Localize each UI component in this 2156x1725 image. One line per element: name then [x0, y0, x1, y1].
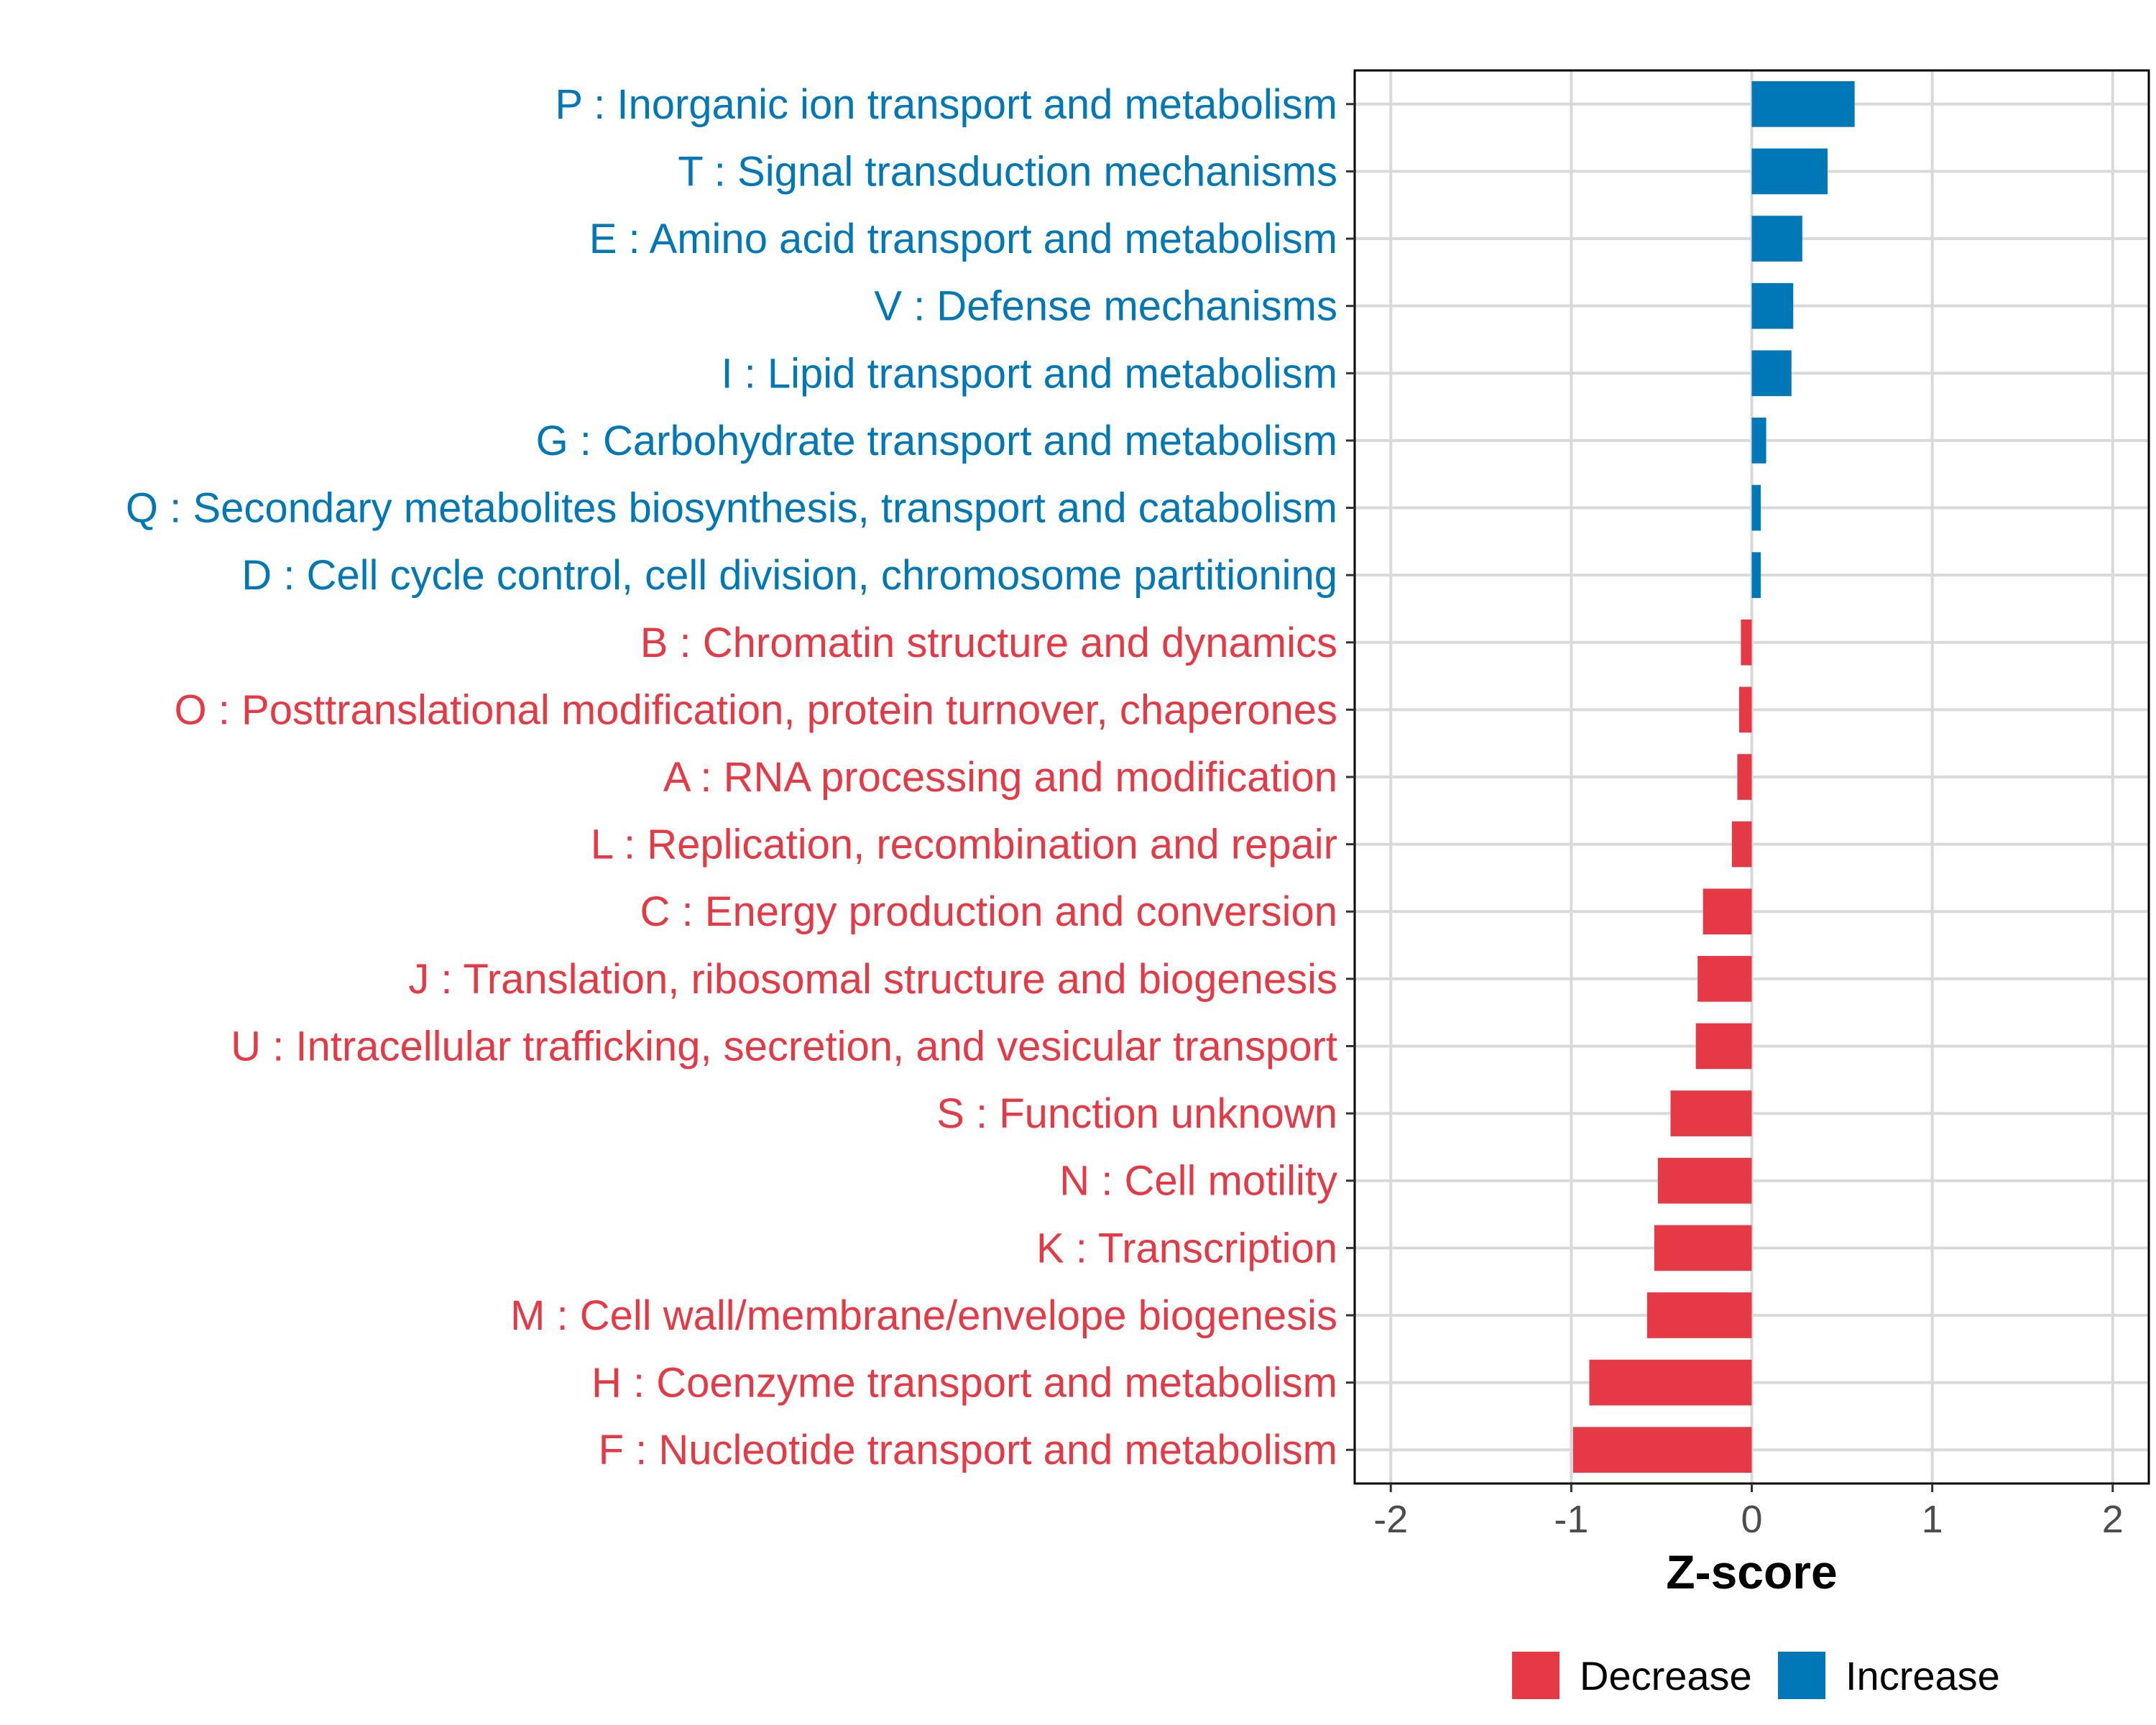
x-tick-label: -2 [1373, 1498, 1408, 1541]
category-label: L : Replication, recombination and repai… [591, 822, 1337, 868]
legend: Decrease Increase [1512, 1652, 2000, 1699]
bar [1751, 552, 1761, 598]
category-label: N : Cell motility [1059, 1158, 1337, 1205]
bar [1670, 1090, 1752, 1136]
bar [1751, 282, 1794, 329]
bar [1697, 956, 1752, 1002]
bar [1751, 216, 1802, 262]
bar [1589, 1359, 1752, 1406]
x-axis-title: Z-score [1666, 1545, 1837, 1598]
bar [1646, 1292, 1752, 1338]
bar [1737, 754, 1752, 800]
legend-label-increase: Increase [1846, 1653, 2000, 1698]
legend-key-decrease [1512, 1652, 1560, 1699]
category-label: F : Nucleotide transport and metabolism [599, 1427, 1337, 1473]
category-label: T : Signal transduction mechanisms [678, 148, 1337, 195]
category-label: H : Coenzyme transport and metabolism [591, 1360, 1337, 1407]
bars [1572, 80, 1855, 1473]
category-label: A : RNA processing and modification [663, 754, 1337, 801]
category-label: Q : Secondary metabolites biosynthesis, … [126, 485, 1337, 532]
x-tick-label: 0 [1741, 1498, 1762, 1541]
y-axis-ticks [1346, 103, 1355, 1451]
bar [1654, 1225, 1752, 1271]
category-label: S : Function unknown [936, 1090, 1337, 1137]
bar [1657, 1157, 1752, 1204]
category-label: C : Energy production and conversion [640, 888, 1337, 935]
bar [1731, 821, 1752, 868]
legend-key-increase [1778, 1652, 1825, 1699]
category-label: V : Defense mechanisms [874, 283, 1337, 330]
x-tick-label: -1 [1554, 1498, 1588, 1541]
bar [1751, 484, 1761, 531]
y-axis-labels: P : Inorganic ion transport and metaboli… [126, 81, 1337, 1473]
bar [1738, 686, 1752, 733]
bar [1703, 888, 1752, 935]
bar [1751, 418, 1766, 464]
category-label: G : Carbohydrate transport and metabolis… [536, 418, 1337, 464]
legend-label-decrease: Decrease [1580, 1653, 1752, 1698]
bar [1751, 350, 1792, 397]
bar [1695, 1023, 1752, 1070]
category-label: M : Cell wall/membrane/envelope biogenes… [510, 1292, 1337, 1339]
category-label: J : Translation, ribosomal structure and… [408, 956, 1337, 1003]
category-label: B : Chromatin structure and dynamics [640, 620, 1337, 666]
category-label: P : Inorganic ion transport and metaboli… [555, 81, 1337, 128]
category-label: I : Lipid transport and metabolism [721, 350, 1337, 397]
category-label: O : Posttranslational modification, prot… [175, 686, 1337, 733]
x-axis-ticks: -2 -1 0 1 2 [1373, 1484, 2124, 1541]
category-label: U : Intracellular trafficking, secretion… [231, 1023, 1337, 1070]
category-label: D : Cell cycle control, cell division, c… [241, 552, 1337, 599]
category-label: K : Transcription [1036, 1225, 1337, 1271]
x-tick-label: 2 [2102, 1498, 2124, 1541]
x-tick-label: 1 [1922, 1498, 1943, 1541]
category-label: E : Amino acid transport and metabolism [589, 216, 1337, 262]
bar [1751, 80, 1855, 127]
bar [1751, 148, 1828, 195]
bar [1572, 1427, 1752, 1473]
bar [1741, 619, 1752, 666]
